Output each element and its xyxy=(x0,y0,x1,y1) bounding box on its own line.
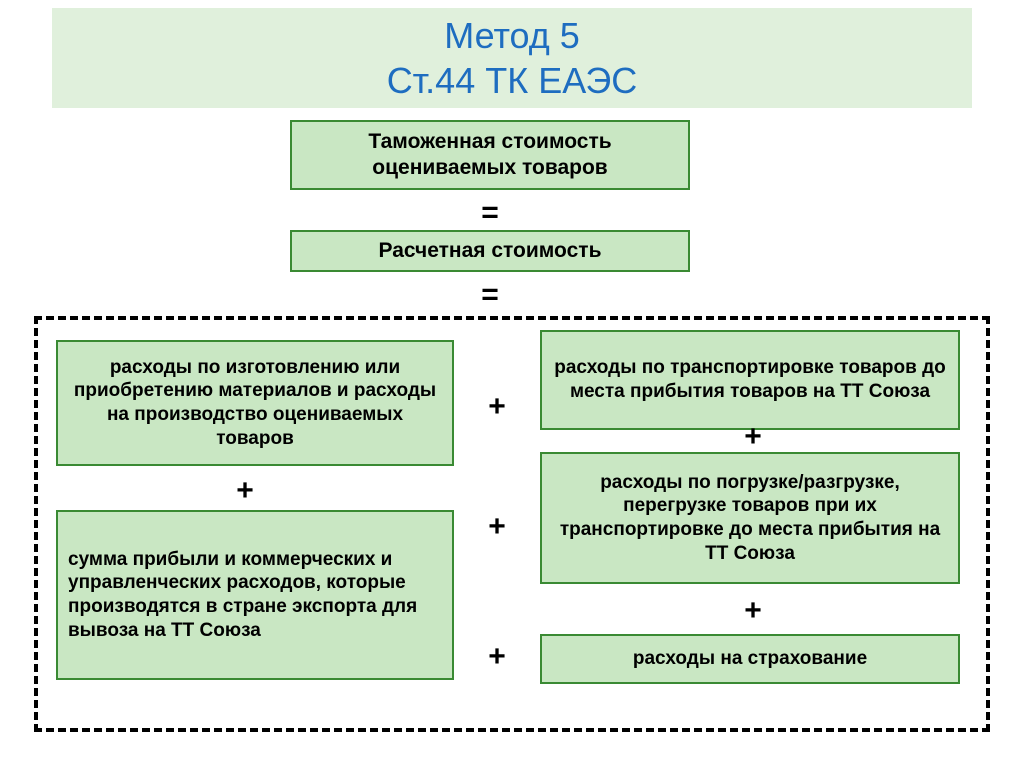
box-profit-costs-label: сумма прибыли и коммерческих и управленч… xyxy=(68,548,442,643)
title-line1: Метод 5 xyxy=(444,13,580,58)
plus-center-2: + xyxy=(482,510,512,544)
box-loading-costs: расходы по погрузке/разгрузке, перегрузк… xyxy=(540,452,960,584)
equals-sign-2: = xyxy=(475,278,505,312)
box-calc-value-label: Расчетная стоимость xyxy=(379,238,602,264)
plus-center-1: + xyxy=(482,390,512,424)
box-customs-value: Таможенная стоимость оцениваемых товаров xyxy=(290,120,690,190)
plus-right-1: + xyxy=(738,420,768,454)
box-profit-costs: сумма прибыли и коммерческих и управленч… xyxy=(56,510,454,680)
box-insurance-costs-label: расходы на страхование xyxy=(633,647,867,671)
box-transport-costs: расходы по транспортировке товаров до ме… xyxy=(540,330,960,430)
box-customs-value-label: Таможенная стоимость оцениваемых товаров xyxy=(302,129,678,182)
box-material-costs: расходы по изготовлению или приобретению… xyxy=(56,340,454,466)
box-transport-costs-label: расходы по транспортировке товаров до ме… xyxy=(552,356,948,404)
box-calc-value: Расчетная стоимость xyxy=(290,230,690,272)
title-band: Метод 5 Ст.44 ТК ЕАЭС xyxy=(52,8,972,108)
box-loading-costs-label: расходы по погрузке/разгрузке, перегрузк… xyxy=(552,471,948,566)
title-line2: Ст.44 ТК ЕАЭС xyxy=(387,58,638,103)
box-material-costs-label: расходы по изготовлению или приобретению… xyxy=(68,356,442,451)
equals-sign-1: = xyxy=(475,196,505,230)
plus-left: + xyxy=(230,474,260,508)
box-insurance-costs: расходы на страхование xyxy=(540,634,960,684)
plus-right-2: + xyxy=(738,594,768,628)
plus-center-3: + xyxy=(482,640,512,674)
